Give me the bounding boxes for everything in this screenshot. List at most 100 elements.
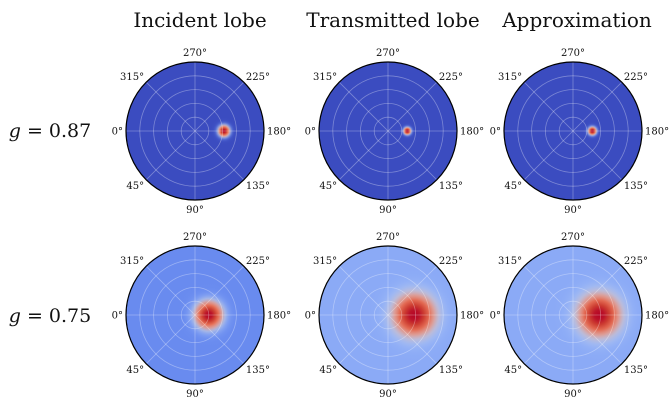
angular-tick-label: 270° [183,232,207,243]
polar-panel-r1-c2: 270° 225° 180° 135° 90° 45° 0° 315° [305,48,484,216]
angular-tick-label: 270° [561,232,585,243]
grid-ring [531,273,615,357]
angular-tick-label: 90° [564,205,582,216]
grid-spoke [387,130,438,181]
angular-tick-label: 180° [267,311,291,322]
row-label-1: g = 0.87 [9,120,91,142]
row-label-2-op: = [21,305,49,327]
lobe-density [126,62,264,200]
polar-panels: 270° 225° 180° 135° 90° 45° 0° 315° 270° 225° 180°… [112,48,669,400]
grid-spoke [338,314,389,365]
column-title-transmitted: Transmitted lobe [306,8,479,32]
grid-ring [359,103,416,160]
panel-rim [125,245,265,385]
grid-ring [166,286,223,343]
grid-ring [166,103,223,160]
grid-spoke [145,314,196,365]
lobe-density [504,62,642,200]
angular-tick-label: 180° [645,311,669,322]
grid-spoke [145,130,196,181]
angular-tick-label: 315° [313,72,337,83]
grid-spoke [338,81,389,132]
grid-ring [517,259,629,371]
angular-tick-label: 135° [624,181,648,192]
angular-tick-label: 180° [460,127,484,138]
grid-ring [180,300,210,330]
angular-tick-label: 135° [246,365,270,376]
grid-spoke [194,265,245,316]
grid-ring [139,259,251,371]
grid-ring [531,89,615,173]
grid-ring [332,259,444,371]
polar-panel-r1-c3: 270° 225° 180° 135° 90° 45° 0° 315° [490,48,669,216]
row-label-1-var: g [9,120,21,142]
angular-tick-label: 225° [624,72,648,83]
angular-tick-label: 225° [624,256,648,267]
grid-spoke [572,265,623,316]
angular-tick-label: 90° [186,389,204,400]
grid-spoke [387,81,438,132]
polar-panel-r2-c1: 270° 225° 180° 135° 90° 45° 0° 315° [112,232,291,400]
angular-tick-label: 180° [645,127,669,138]
angular-tick-label: 90° [379,389,397,400]
angular-tick-label: 315° [498,256,522,267]
angular-tick-label: 270° [376,48,400,59]
lobe-density [126,246,264,384]
angular-tick-label: 270° [561,48,585,59]
angular-tick-label: 270° [183,48,207,59]
angular-tick-label: 0° [112,127,123,138]
angular-tick-label: 225° [439,256,463,267]
grid-spoke [338,265,389,316]
angular-tick-label: 45° [126,365,144,376]
column-title-incident: Incident lobe [133,8,266,32]
angular-tick-label: 0° [490,311,501,322]
polar-grid [126,246,264,384]
angular-tick-label: 90° [186,205,204,216]
polar-grid [504,246,642,384]
grid-ring [558,300,588,330]
grid-ring [346,89,430,173]
angular-tick-label: 180° [267,127,291,138]
polar-panel-r2-c2: 270° 225° 180° 135° 90° 45° 0° 315° [305,232,484,400]
angular-tick-label: 45° [126,181,144,192]
angular-tick-label: 45° [319,365,337,376]
angular-tick-label: 45° [504,365,522,376]
grid-ring [545,103,602,160]
angular-tick-label: 315° [498,72,522,83]
grid-spoke [523,314,574,365]
angular-tick-label: 45° [504,181,522,192]
grid-spoke [145,265,196,316]
angular-tick-label: 0° [490,127,501,138]
row-label-1-value: 0.87 [49,120,91,142]
grid-ring [332,75,444,187]
angular-tick-label: 90° [564,389,582,400]
angular-tick-label: 0° [305,127,316,138]
angular-tick-label: 225° [439,72,463,83]
angular-tick-label: 225° [246,72,270,83]
panel-rim [125,61,265,201]
grid-ring [558,116,588,146]
grid-spoke [572,81,623,132]
row-label-1-op: = [21,120,49,142]
angular-tick-label: 225° [246,256,270,267]
angular-tick-label: 270° [376,232,400,243]
row-label-2: g = 0.75 [9,305,91,327]
polar-grid [319,62,457,200]
grid-ring [153,273,237,357]
polar-panel-r2-c3: 270° 225° 180° 135° 90° 45° 0° 315° [490,232,669,400]
grid-ring [373,116,403,146]
angular-tick-label: 315° [120,256,144,267]
grid-spoke [145,81,196,132]
panel-rim [318,245,458,385]
grid-ring [517,75,629,187]
angular-tick-label: 45° [319,181,337,192]
polar-grid [319,246,457,384]
panel-rim [318,61,458,201]
angular-tick-label: 0° [112,311,123,322]
lobe-density [319,62,457,200]
grid-spoke [572,314,623,365]
grid-ring [346,273,430,357]
grid-spoke [523,81,574,132]
grid-ring [545,286,602,343]
